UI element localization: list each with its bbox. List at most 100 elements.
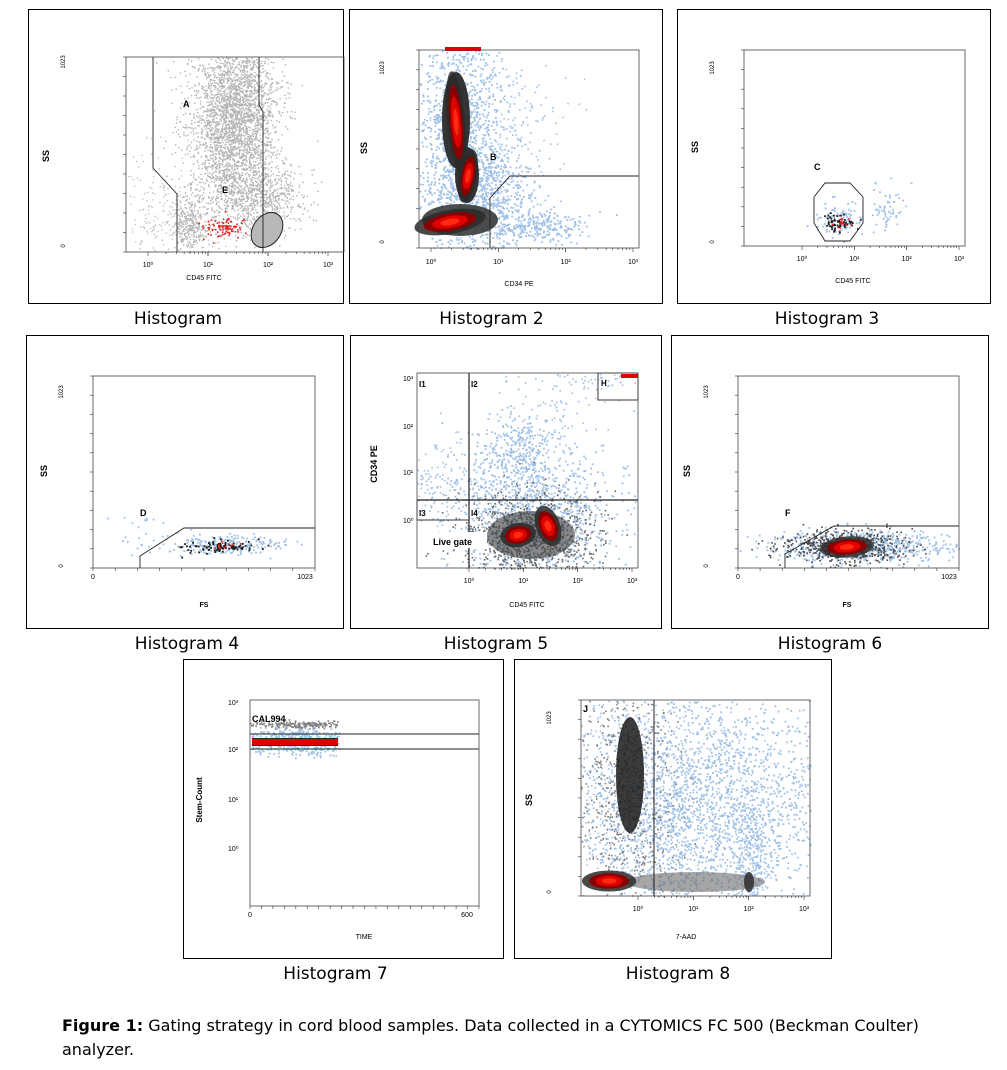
figure-label: Figure 1: [62,1016,144,1035]
h5-ytick-2: 10² [403,424,414,431]
h4-ylabel: SS [39,465,49,477]
h3-ytick-0: 0 [710,240,716,244]
h5-gate-live: Live gate [433,537,472,547]
h2-gate-b: B [490,152,497,162]
h5-xtick-2: 10² [573,578,584,585]
h5-frame [416,372,639,569]
h5-gate-h: H [601,379,607,388]
h5-ytick-0: 10⁰ [403,517,414,525]
h4-ytick-1023: 1023 [59,385,65,399]
h2-ss-mid-population [457,149,479,203]
h2-lymph-population [414,208,486,236]
histogram-1-caption: Histogram [133,309,223,329]
h4-gate-d: D [140,508,147,518]
h2-ytick-1023: 1023 [380,61,386,75]
gate-a-right [258,57,264,252]
histogram-5-caption: Histogram 5 [443,634,549,654]
h1-gate-a: A [183,99,190,109]
h4-frame [92,375,316,569]
h3-ytick-1023: 1023 [710,61,716,75]
h8-xtick-1: 10¹ [688,906,699,913]
h6-ylabel: SS [682,465,692,477]
h8-xtick-3: 10³ [799,906,810,913]
h3-ylabel: SS [690,141,700,153]
h6-fs-population [820,536,874,558]
gate-e-ellipse [250,211,284,249]
h7-frame [249,699,480,907]
h5-gate-i3: I3 [419,509,426,518]
h4-xtick-1023: 1023 [297,574,313,581]
h3-gate-c: C [814,162,821,172]
h7-ytick-0: 10⁰ [228,845,239,853]
h3-frame [743,49,966,247]
h1-xtick-2: 10² [263,262,274,269]
h5-gate-i2: I2 [471,380,478,389]
h1-xlabel: CD45 FITC [186,275,221,282]
h8-viable-population [582,870,636,892]
h3-xtick-2: 10² [902,256,913,263]
h8-ylabel: SS [524,794,534,806]
h5-xtick-3: 10³ [627,578,638,585]
h5-gate-i1: I1 [419,380,426,389]
h3-xtick-0: 10⁰ [797,255,808,263]
gate-b [489,175,639,248]
h6-ytick-1023: 1023 [704,385,710,399]
h1-ytick-1023: 1023 [61,55,67,69]
h2-xlabel: CD34 PE [504,281,534,288]
histogram-3-caption: Histogram 3 [774,309,880,329]
h6-xtick-0: 0 [736,574,740,581]
h7-ytick-2: 10² [228,747,239,754]
histogram-8-panel: 10⁰ 10¹ 10² 10³ 1023 0 SS 7-AAD J [514,659,832,959]
histogram-4-caption: Histogram 4 [134,634,240,654]
h8-gate-j: J [583,704,588,714]
histogram-7-plot: 0 600 10³ 10² 10¹ 10⁰ Stem-Count TIME CAL994 [195,699,480,941]
h5-cd45-bright-population [534,505,562,547]
histogram-6-panel: 0 1023 1023 0 SS FS F [671,335,989,629]
h2-xtick-1: 10¹ [493,259,504,266]
h2-ytick-0: 0 [380,240,386,244]
h7-ylabel: Stem-Count [195,777,204,823]
h2-ss-high-population [445,71,467,173]
histogram-6-plot: 0 1023 1023 0 SS FS F [682,375,961,609]
h1-xtick-3: 10³ [323,262,334,269]
h6-ytick-0: 0 [704,564,710,568]
h3-xtick-3: 10³ [954,256,965,263]
h8-xtick-2: 10² [744,906,755,913]
histogram-3-plot: 10⁰ 10¹ 10² 10³ 1023 0 SS CD45 FITC C [690,49,966,285]
h8-ytick-0: 0 [547,890,553,894]
h6-gate-f: F [785,508,791,518]
figure-text: Gating strategy in cord blood samples. D… [62,1016,919,1059]
h4-ytick-0: 0 [59,564,65,568]
h5-ylabel: CD34 PE [369,445,379,483]
h5-ytick-1: 10¹ [403,470,414,477]
h7-xtick-600: 600 [461,912,473,919]
histogram-8-plot: 10⁰ 10¹ 10² 10³ 1023 0 SS 7-AAD J [524,699,812,941]
h2-xtick-0: 10⁰ [426,258,437,266]
h3-xlabel: CD45 FITC [835,278,870,285]
h2-xtick-2: 10² [561,259,572,266]
histogram-5-panel: 10⁰ 10¹ 10² 10³ 10³ 10² 10¹ 10⁰ CD34 PE CD45 FITC… [350,335,662,629]
histogram-4-panel: 0 1023 1023 0 SS FS D [26,335,344,629]
gate-f [784,525,959,568]
h5-cd45-dim-population [500,522,536,548]
gate-c [813,182,864,242]
histogram-7-panel: 0 600 10³ 10² 10¹ 10⁰ Stem-Count TIME CAL994 [183,659,504,959]
h8-ytick-1023: 1023 [547,711,553,725]
h5-xtick-0: 10⁰ [464,577,475,585]
h7-xlabel: TIME [356,934,373,941]
h8-ss-high-band [616,717,644,833]
histogram-3-panel: 10⁰ 10¹ 10² 10³ 1023 0 SS CD45 FITC C [677,9,991,304]
h4-xtick-0: 0 [91,574,95,581]
h7-gate-cal994: CAL994 [252,714,286,724]
histogram-4-plot: 0 1023 1023 0 SS FS D [39,375,316,609]
h1-ylabel: SS [41,150,51,162]
h5-gate-i4: I4 [471,509,478,518]
h5-xlabel: CD45 FITC [509,602,544,609]
h7-ytick-1: 10¹ [228,797,239,804]
h8-xlabel: 7-AAD [676,934,697,941]
h3-xtick-1: 10¹ [849,256,860,263]
histogram-8-caption: Histogram 8 [625,964,731,984]
histogram-2-panel: 10⁰ 10¹ 10² 10³ 1023 0 SS CD34 PE B [349,9,663,304]
h1-xtick-1: 10¹ [203,262,214,269]
figure-caption: Figure 1: Gating strategy in cord blood … [62,1014,987,1062]
